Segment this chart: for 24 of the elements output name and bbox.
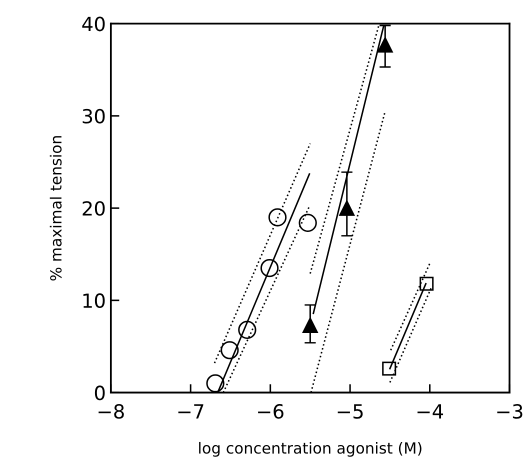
point [302,318,318,333]
y-tick-label: 30 [82,108,105,124]
x-tick-label: −6 [258,404,284,419]
point [220,341,239,360]
x-tick-label: −8 [98,404,124,419]
y-tick-label: 40 [82,16,105,32]
x-tick-label: −5 [338,404,363,419]
y-tick-label: 10 [83,293,105,308]
point [420,276,434,291]
point [206,374,224,392]
point [377,37,393,53]
y-tick-label: 0 [94,386,105,400]
x-tick-label: −3 [497,404,522,419]
y-tick-label: 20 [82,201,105,216]
x-tick-label: −7 [178,404,204,418]
point [339,200,355,216]
point [260,258,279,278]
point [268,208,287,226]
point [382,362,396,376]
point [238,320,256,339]
x-tick-label: −4 [418,404,444,418]
x-axis-title: log concentration agonist (M) [199,442,422,457]
point [298,214,317,232]
y-axis-title: % maximal tension [50,136,62,281]
